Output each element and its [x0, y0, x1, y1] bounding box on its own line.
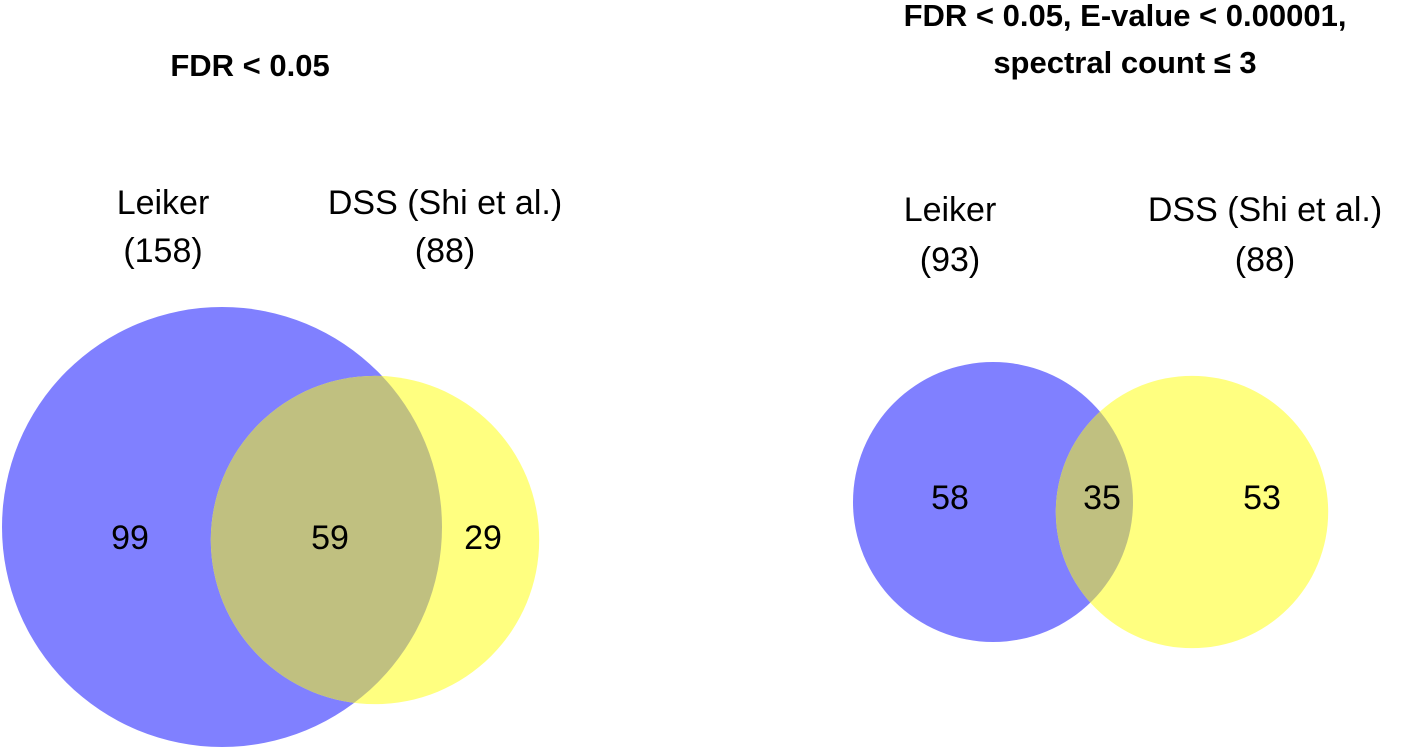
set-size: (93) [920, 241, 980, 279]
region-count: 58 [931, 479, 969, 517]
region-count: 29 [464, 519, 502, 557]
set-circle [853, 362, 1133, 642]
overlap-region [210, 375, 442, 705]
chart-title: spectral count ≤ 3 [993, 45, 1256, 80]
set-circle [1055, 375, 1329, 649]
set-size: (88) [1235, 241, 1295, 279]
set-name: Leiker [904, 191, 997, 229]
set-name: DSS (Shi et al.) [328, 184, 562, 222]
region-count: 99 [111, 519, 149, 557]
region-count: 53 [1243, 479, 1281, 517]
chart-title: FDR < 0.05 [170, 48, 329, 83]
region-count: 35 [1083, 479, 1121, 517]
set-name: DSS (Shi et al.) [1148, 191, 1382, 229]
set-size: (158) [123, 232, 202, 270]
set-name: Leiker [117, 184, 210, 222]
chart-title: FDR < 0.05, E-value < 0.00001, [904, 0, 1347, 33]
set-size: (88) [415, 232, 475, 270]
region-count: 59 [311, 519, 349, 557]
